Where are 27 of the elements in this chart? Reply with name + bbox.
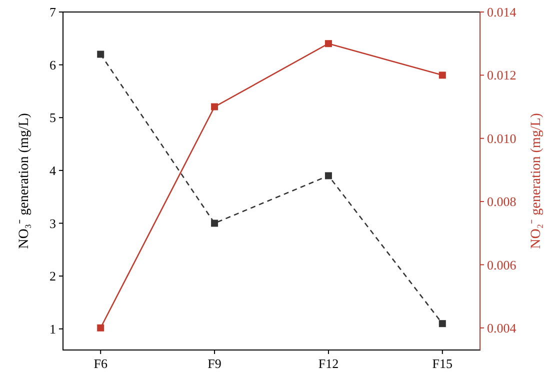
- point: [324, 40, 332, 48]
- x-tick-label: F6: [94, 356, 108, 371]
- y-tick-label: 7: [50, 4, 56, 20]
- point: [97, 324, 104, 332]
- y2-tick-label: 0.006: [487, 257, 517, 272]
- y2-tick-label: 0.014: [487, 4, 517, 20]
- point: [211, 103, 218, 110]
- y2-tick-label: 0.004: [487, 320, 517, 336]
- y-tick-label: 5: [50, 110, 56, 126]
- y2-axis-title: NO₂⁻ generation (mg/L): [529, 112, 544, 249]
- y2-tick-label: 0.012: [487, 68, 516, 83]
- y-tick-label: 3: [50, 216, 56, 231]
- x-tick-label: F9: [208, 356, 222, 371]
- y-tick-label: 4: [50, 162, 56, 178]
- y-tick-label: 2: [50, 268, 56, 284]
- x-tick-label: F12: [318, 356, 339, 371]
- y2-tick-label: 0.010: [487, 130, 516, 146]
- point: [438, 320, 446, 328]
- x-tick-label: F15: [432, 356, 453, 371]
- point: [97, 50, 104, 58]
- point: [211, 220, 218, 227]
- y-axis-title: NO₃⁻ generation (mg/L): [17, 112, 32, 249]
- point: [438, 72, 446, 79]
- point: [324, 172, 332, 180]
- y-tick-label: 6: [50, 57, 56, 72]
- y2-tick-label: 0.008: [487, 194, 516, 210]
- y-tick-label: 1: [50, 321, 56, 336]
